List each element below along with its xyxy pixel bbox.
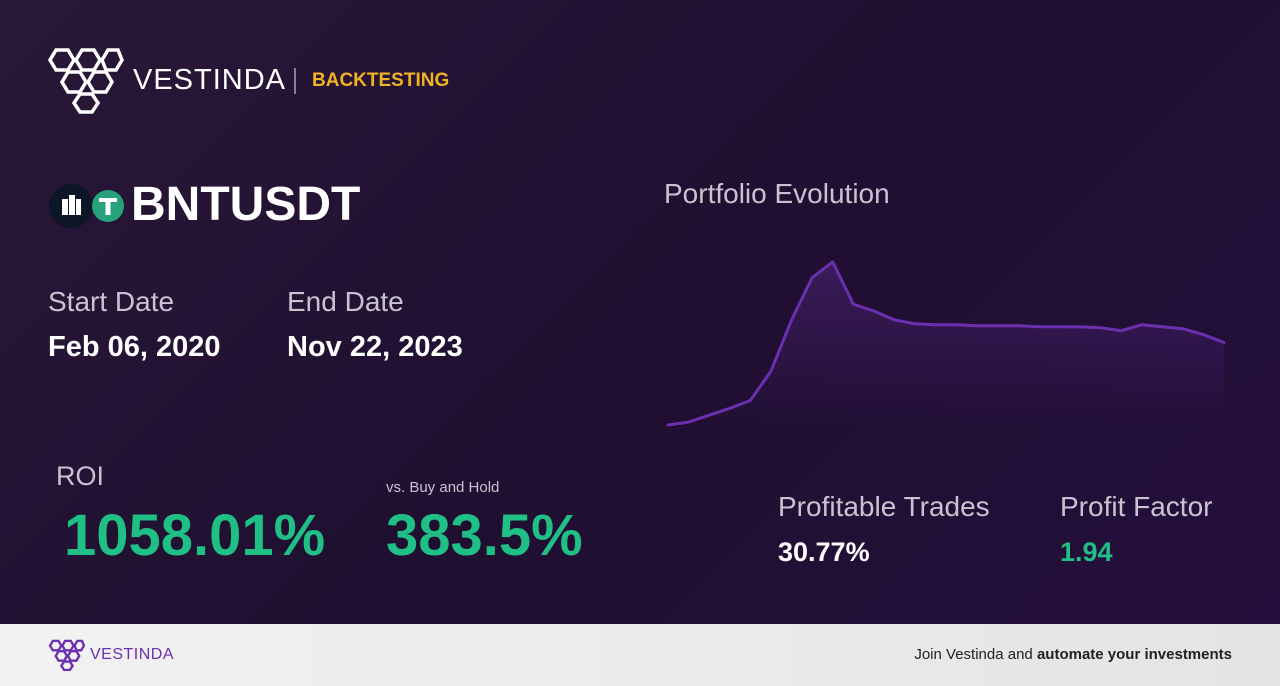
factor-label: Profit Factor (1060, 491, 1213, 522)
token-icons (49, 184, 124, 228)
start-date: Feb 06, 2020 (48, 331, 221, 363)
start-label: Start Date (48, 286, 175, 317)
bh-value: 383.5% (386, 503, 583, 568)
section: BACKTESTING (312, 70, 450, 91)
footer: VESTINDA Join Vestinda and automate your… (0, 624, 1280, 686)
roi-label: ROI (56, 461, 105, 491)
end-date: Nov 22, 2023 (287, 331, 463, 363)
chart-title: Portfolio Evolution (664, 178, 890, 209)
brand: VESTINDA (133, 64, 287, 96)
chart (666, 260, 1226, 427)
factor-value: 1.94 (1060, 537, 1113, 567)
logo (47, 48, 124, 114)
footer-cta: Join Vestinda and automate your investme… (914, 646, 1232, 663)
cta-bold: automate your investments (1036, 646, 1232, 663)
bh-label: vs. Buy and Hold (386, 479, 500, 496)
roi-value: 1058.01% (64, 503, 326, 568)
footer-logo (48, 639, 86, 671)
card: VESTINDA BACKTESTING BNTUSDT Start Date … (0, 0, 1280, 624)
area (668, 261, 1224, 425)
footer-brand: VESTINDA (90, 646, 175, 663)
cta-lead: Join Vestinda and (914, 646, 1033, 663)
trades-label: Profitable Trades (778, 491, 990, 522)
line (666, 260, 1226, 427)
pair: BNTUSDT (131, 178, 361, 231)
divider (294, 68, 296, 94)
end-label: End Date (287, 286, 404, 317)
trades-value: 30.77% (778, 537, 870, 567)
